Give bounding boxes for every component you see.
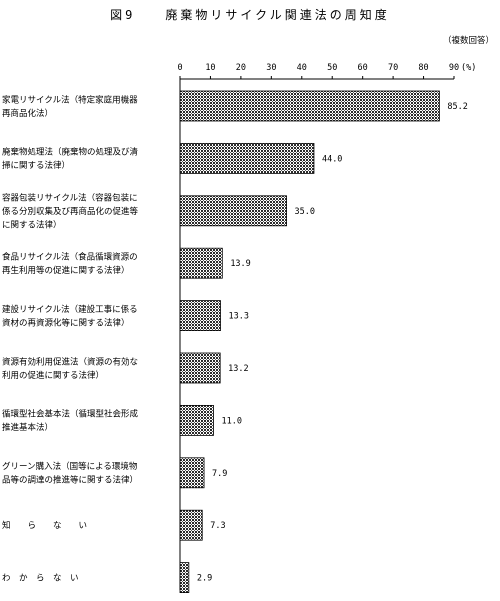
value-label: 2.9: [197, 574, 212, 584]
x-unit-label: (%): [461, 63, 476, 73]
bar: [179, 352, 221, 384]
x-tick-label: 10: [205, 63, 215, 73]
category-label: 資材の再資源化等に関する法律）: [2, 317, 130, 328]
value-label: 11.0: [221, 416, 241, 426]
value-label: 13.3: [228, 312, 248, 322]
value-label: 35.0: [295, 207, 315, 217]
category-label: 掃に関する法律）: [2, 160, 70, 171]
category-label: 係る分別収集及び再商品化の促進等: [2, 206, 139, 217]
category-label: 家電リサイクル法（特定家庭用機器: [2, 94, 138, 105]
category-label: 知 ら な い: [2, 520, 87, 531]
x-tick-label: 90: [449, 63, 459, 73]
category-label: 食品リサイクル法（食品循環資源の: [2, 251, 138, 262]
category-label: グリーン購入法（国等による環境物: [2, 461, 138, 472]
bar: [179, 142, 315, 174]
category-label: 利用の促進に関する法律）: [2, 370, 104, 381]
category-label: 廃棄物処理法（廃棄物の処理及び清: [2, 147, 139, 158]
x-tick-label: 0: [177, 63, 182, 73]
bar: [179, 509, 203, 541]
bar: [179, 90, 440, 122]
bar: [179, 195, 287, 227]
value-label: 13.2: [228, 364, 248, 374]
value-label: 13.9: [230, 259, 250, 269]
category-label: わ か ら な い: [2, 574, 79, 584]
x-tick-label: 70: [388, 63, 398, 73]
category-label: に関する法律）: [2, 219, 62, 230]
x-tick-label: 40: [297, 63, 307, 73]
chart-title: 図9 廃棄物リサイクル関連法の周知度: [110, 8, 390, 22]
bar: [179, 562, 190, 593]
x-tick-label: 50: [327, 63, 337, 73]
value-label: 7.3: [210, 521, 225, 531]
x-tick-label: 60: [358, 63, 368, 73]
chart-subtitle: （複数回答）: [442, 36, 494, 46]
x-tick-label: 20: [236, 63, 246, 73]
category-label: 容器包装リサイクル法（容器包装に: [2, 192, 138, 203]
bar: [179, 300, 221, 332]
x-tick-label: 80: [418, 63, 428, 73]
bar: [179, 404, 214, 436]
category-label: 建設リサイクル法（建設工事に係る: [2, 304, 138, 315]
category-label: 循環型社会基本法（循環型社会形成: [2, 409, 139, 420]
value-label: 44.0: [322, 154, 342, 164]
category-label: 資源有効利用促進法（資源の有効な: [2, 356, 138, 367]
category-label: 推進基本法）: [2, 422, 53, 433]
value-label: 7.9: [212, 469, 227, 479]
bar: [179, 457, 205, 489]
category-label: 再商品化法）: [2, 108, 53, 119]
x-tick-label: 30: [266, 63, 276, 73]
category-label: 品等の調達の推進等に関する法律）: [2, 475, 138, 486]
value-label: 85.2: [447, 102, 467, 112]
bar: [179, 247, 223, 279]
category-label: 再生利用等の促進に関する法律）: [2, 265, 130, 276]
